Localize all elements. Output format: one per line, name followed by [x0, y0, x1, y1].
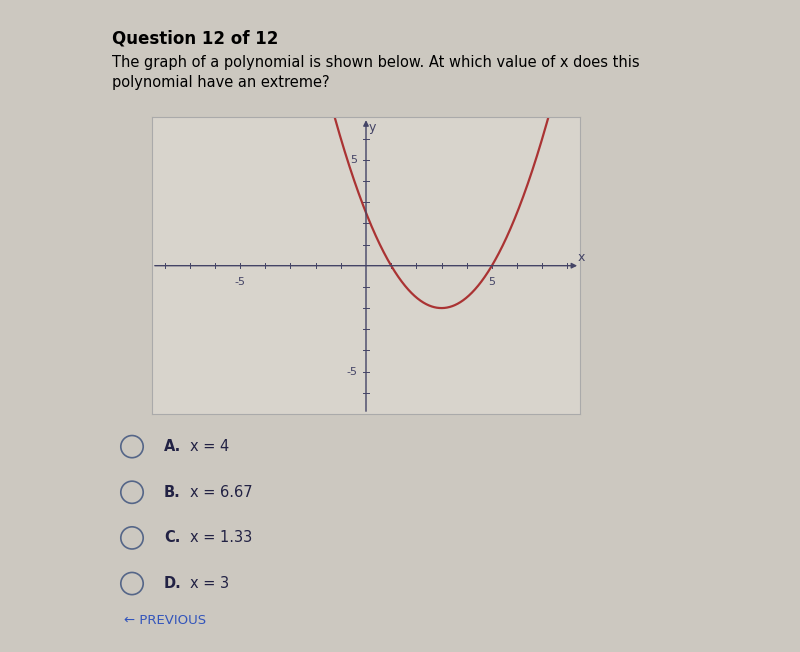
Text: B.: B. — [164, 484, 181, 500]
Text: -5: -5 — [234, 277, 246, 288]
Text: ← PREVIOUS: ← PREVIOUS — [124, 614, 206, 627]
Text: x = 3: x = 3 — [190, 576, 229, 591]
Text: 5: 5 — [488, 277, 495, 288]
Text: A.: A. — [164, 439, 182, 454]
Text: polynomial have an extreme?: polynomial have an extreme? — [112, 75, 330, 90]
Text: -5: -5 — [346, 366, 357, 377]
Text: D.: D. — [164, 576, 182, 591]
Text: x = 1.33: x = 1.33 — [190, 530, 252, 546]
Text: x = 6.67: x = 6.67 — [190, 484, 252, 500]
Text: y: y — [369, 121, 376, 134]
Text: Question 12 of 12: Question 12 of 12 — [112, 29, 278, 48]
Text: x: x — [578, 251, 585, 263]
Text: The graph of a polynomial is shown below. At which value of x does this: The graph of a polynomial is shown below… — [112, 55, 640, 70]
Text: C.: C. — [164, 530, 180, 546]
Text: 5: 5 — [350, 155, 357, 165]
Text: x = 4: x = 4 — [190, 439, 229, 454]
